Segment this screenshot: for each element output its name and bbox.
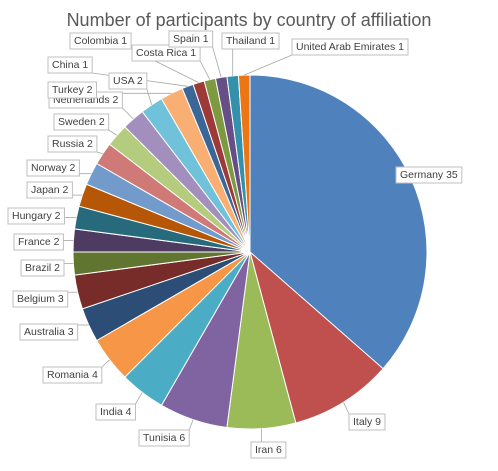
data-label-box-brazil (20, 259, 65, 277)
data-label-hungary: Hungary 2 (12, 210, 61, 222)
pie-slice-italy (249, 250, 384, 424)
data-label-box-romania (42, 366, 103, 384)
leader-lines (63, 46, 350, 442)
leader-line-tunisia (188, 419, 194, 431)
data-label-norway: Norway 2 (31, 162, 76, 174)
leader-line-italy (343, 402, 350, 415)
data-label-box-france (13, 233, 64, 251)
data-label-italy: Italy 9 (353, 416, 381, 428)
data-label-belgium: Belgium 3 (17, 293, 64, 305)
data-label-thailand: Thailand 1 (226, 35, 275, 47)
data-label-box-india (95, 403, 136, 421)
data-label-france: France 2 (18, 236, 60, 248)
data-label-australia: Australia 3 (24, 326, 74, 338)
data-label-turkey: Turkey 2 (52, 84, 93, 96)
leader-line-costa-rica (199, 60, 211, 80)
data-label-box-thailand (221, 32, 280, 50)
data-label-russia: Russia 2 (52, 138, 93, 150)
data-label-box-hungary (7, 207, 65, 225)
data-label-box-germany (395, 166, 463, 184)
data-label-box-colombia (69, 32, 132, 50)
data-label-romania: Romania 4 (47, 369, 98, 381)
data-label-box-australia (19, 323, 79, 341)
leader-line-usa (146, 88, 153, 105)
leader-line-netherlands (122, 107, 134, 120)
pie-slices (72, 74, 428, 430)
data-label-japan: Japan 2 (31, 184, 69, 196)
data-label-box-usa (108, 72, 148, 90)
data-label-box-united-arab-emirates (291, 38, 409, 56)
leader-line-spain (212, 46, 222, 78)
data-label-india: India 4 (100, 406, 132, 418)
data-label-box-china (47, 56, 93, 74)
data-label-costa-rica: Costa Rica 1 (136, 47, 196, 59)
data-label-brazil: Brazil 2 (25, 262, 60, 274)
leader-line-sweden (108, 129, 118, 136)
data-label-box-japan (26, 181, 73, 199)
data-label-box-iran (250, 441, 287, 459)
data-label-box-norway (26, 159, 80, 177)
data-label-colombia: Colombia 1 (74, 35, 127, 47)
data-label-box-costa-rica (131, 44, 201, 62)
data-label-box-sweden (53, 113, 110, 131)
leader-line-united-arab-emirates (244, 54, 293, 76)
data-label-iran: Iran 6 (255, 444, 282, 456)
data-label-box-italy (348, 413, 386, 431)
data-label-box-belgium (12, 290, 69, 308)
leader-line-india (135, 392, 143, 405)
data-label-spain: Spain 1 (173, 33, 209, 45)
chart-title: Number of participants by country of aff… (67, 10, 432, 30)
data-labels: Germany 35 Italy 9 Iran 6 Tunisia 6 India 4 R… (7, 30, 463, 459)
leader-line-romania (101, 359, 110, 368)
data-label-germany: Germany 35 (400, 169, 458, 181)
leader-line-russia (96, 151, 103, 155)
data-label-sweden: Sweden 2 (58, 116, 105, 128)
data-label-box-spain (168, 30, 214, 48)
data-label-united-arab-emirates: United Arab Emirates 1 (296, 41, 404, 53)
data-label-box-russia (47, 135, 98, 153)
data-label-usa: USA 2 (113, 75, 143, 87)
data-label-china: China 1 (52, 59, 88, 71)
data-label-tunisia: Tunisia 6 (143, 432, 185, 444)
data-label-box-tunisia (138, 429, 190, 447)
data-label-box-turkey (47, 81, 97, 99)
